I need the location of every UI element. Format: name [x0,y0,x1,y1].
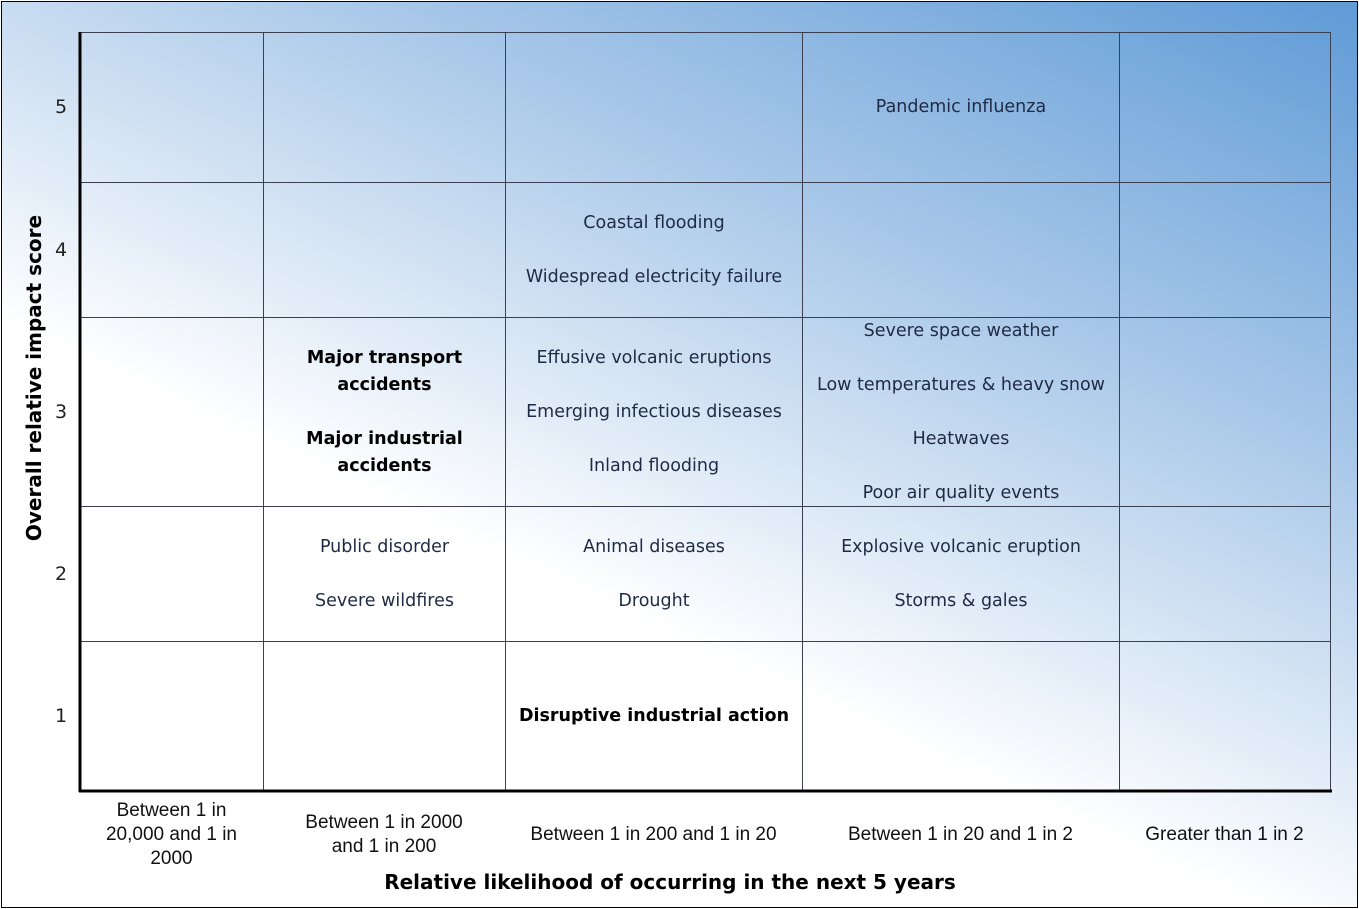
x-axis-label: Between 1 in 20,000 and 1 in 2000 [105,800,237,869]
risk-item: Severe wildfires [314,590,454,611]
y-axis-label: 1 [54,704,68,727]
y-axis-title: Overall relative impact score [22,214,46,542]
y-axis-label: 5 [54,96,68,118]
risk-item: Emerging infectious diseases [526,401,782,422]
matrix-cell [263,641,506,791]
matrix-cell [802,641,1120,791]
y-axis-label: 4 [54,238,68,261]
matrix-cell: Coastal flooding Widespread electricity f… [505,182,803,318]
matrix-cell [263,32,506,183]
risk-item: Storms & gales [894,590,1028,611]
x-axis-title: Relative likelihood of occurring in the … [384,870,956,894]
x-axis-label: Between 1 in 200 and 1 in 20 [530,824,777,845]
risk-item: Severe space weather [863,320,1059,341]
risk-item: Public disorder [319,536,450,557]
risk-item: Widespread electricity failure [525,266,783,287]
matrix-cell: Animal diseases Drought [505,506,803,642]
risk-item: Major industrial accidents [306,428,463,476]
matrix-cell: Explosive volcanic eruption Storms & gale… [802,506,1120,642]
x-axis-label: Greater than 1 in 2 [1145,824,1304,845]
x-axis-label: Between 1 in 20 and 1 in 2 [847,824,1073,845]
x-axis-label: Between 1 in 2000 and 1 in 200 [305,812,463,857]
risk-item: Inland flooding [588,455,720,476]
risk-item: Heatwaves [912,428,1010,449]
y-axis-label: 2 [54,562,68,585]
matrix-cell: Effusive volcanic eruptions Emerging infe… [505,317,803,507]
matrix-cell [1119,317,1331,507]
risk-item: Low temperatures & heavy snow [817,374,1105,395]
matrix-cell [263,182,506,318]
risk-item: Disruptive industrial action [518,705,790,726]
matrix-cell [505,32,803,183]
matrix-cell: Disruptive industrial action [505,641,803,791]
matrix-cell: Severe space weather Low temperatures & h… [802,317,1120,507]
risk-item: Explosive volcanic eruption [841,536,1081,557]
matrix-cell [1119,32,1331,183]
risk-item: Drought [618,590,690,611]
risk-item: Animal diseases [583,536,725,557]
risk-item: Poor air quality events [862,482,1060,503]
matrix-cell [802,182,1120,318]
matrix-cell [80,182,264,318]
risk-item: Coastal flooding [583,212,725,233]
matrix-cell: Public disorder Severe wildfires [263,506,506,642]
matrix-cell: Pandemic influenza [802,32,1120,183]
matrix-cell: Major transport accidents Major industria… [263,317,506,507]
matrix-cell [1119,506,1331,642]
matrix-cell [80,32,264,183]
risk-item: Effusive volcanic eruptions [536,347,772,368]
matrix-cell [1119,182,1331,318]
matrix-cell [80,317,264,507]
matrix-cell [80,506,264,642]
y-axis-label: 3 [54,400,68,423]
matrix-cell [1119,641,1331,791]
risk-item: Major transport accidents [306,347,463,395]
risk-item: Pandemic influenza [875,97,1047,117]
matrix-cell [80,641,264,791]
